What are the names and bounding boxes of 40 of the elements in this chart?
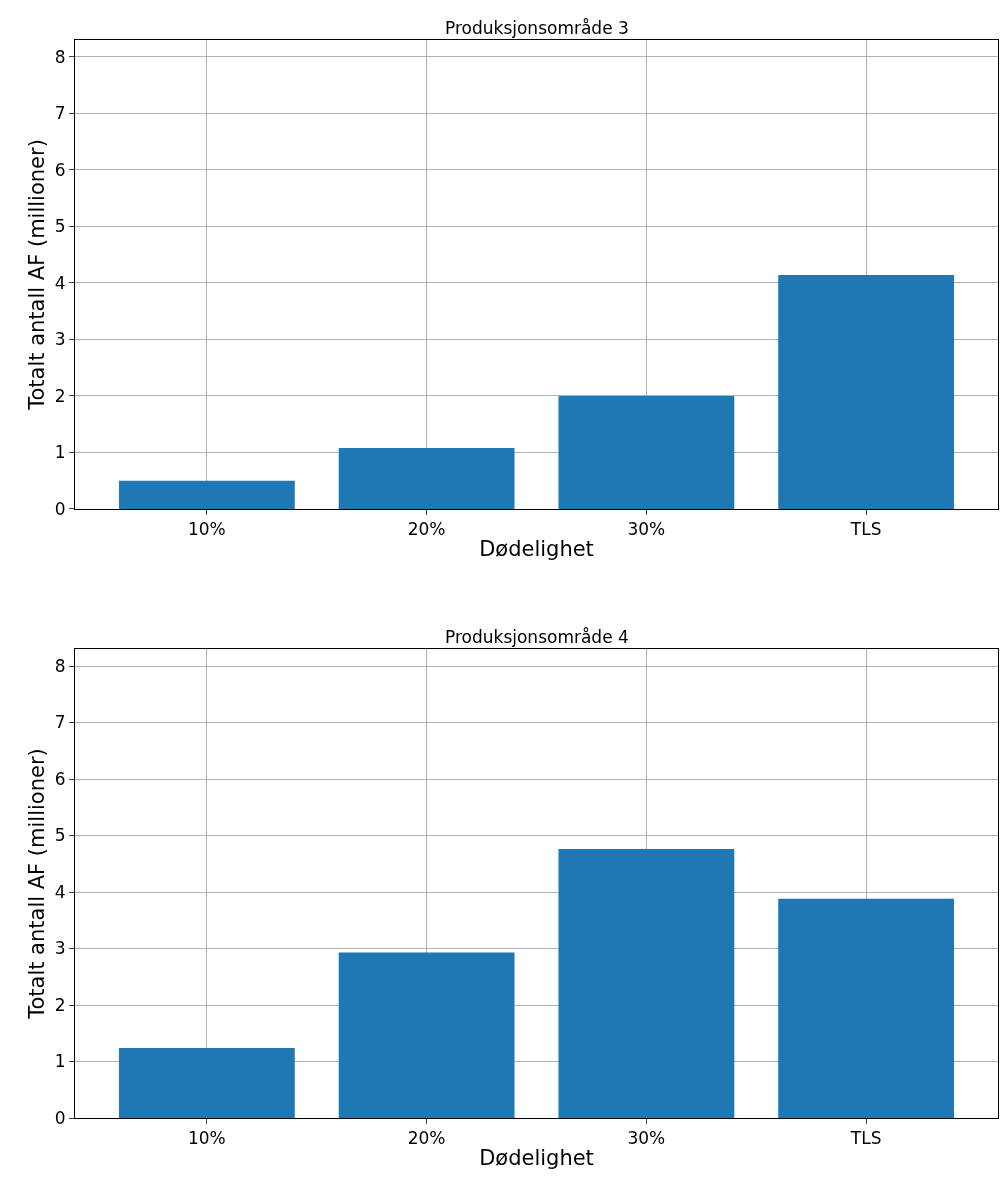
- bar: [558, 849, 735, 1118]
- y-tick-label: 7: [54, 103, 66, 124]
- bar: [338, 952, 515, 1118]
- bar: [338, 447, 515, 509]
- x-tick-label: 10%: [187, 1128, 226, 1149]
- y-tick-label: 3: [54, 329, 66, 350]
- y-tick-label: 2: [54, 385, 66, 406]
- x-tick-label: 20%: [407, 519, 446, 540]
- y-tick-label: 1: [54, 442, 66, 463]
- y-tick-label: 6: [54, 159, 66, 180]
- bar: [778, 898, 955, 1118]
- x-axis-title: Dødelighet: [479, 1145, 594, 1170]
- y-tick-label: 0: [54, 498, 66, 519]
- x-tick-label: 10%: [187, 519, 226, 540]
- y-tick-label: 6: [54, 768, 66, 789]
- bar: [778, 275, 955, 509]
- y-tick-label: 8: [54, 46, 66, 67]
- y-tick-label: 5: [54, 216, 66, 237]
- x-tick-label: 20%: [407, 1128, 446, 1149]
- x-tick-label: TLS: [849, 1128, 882, 1149]
- y-tick-label: 4: [54, 272, 66, 293]
- bar: [118, 1047, 295, 1118]
- y-tick-label: 7: [54, 712, 66, 733]
- x-tick-label: 30%: [627, 1128, 666, 1149]
- y-tick-label: 2: [54, 994, 66, 1015]
- y-axis-title: Totalt antall AF (millioner): [24, 139, 49, 411]
- bar: [118, 480, 295, 509]
- y-tick-label: 8: [54, 655, 66, 676]
- bar: [558, 395, 735, 509]
- y-tick-label: 4: [54, 881, 66, 902]
- y-tick-label: 0: [54, 1107, 66, 1128]
- y-tick-label: 1: [54, 1051, 66, 1072]
- chart-title: Produksjonsområde 4: [445, 627, 629, 647]
- x-axis-title: Dødelighet: [479, 536, 594, 561]
- x-tick-label: TLS: [849, 519, 882, 540]
- y-tick-label: 5: [54, 825, 66, 846]
- y-tick-label: 3: [54, 938, 66, 959]
- chart-title: Produksjonsområde 3: [445, 18, 629, 38]
- y-axis-title: Totalt antall AF (millioner): [24, 748, 49, 1020]
- x-tick-label: 30%: [627, 519, 666, 540]
